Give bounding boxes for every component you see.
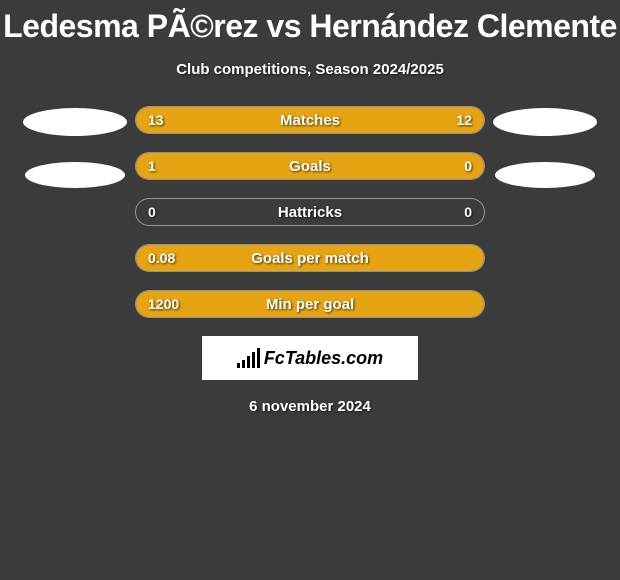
stat-label: Goals per match xyxy=(136,245,484,271)
logo-bar-icon xyxy=(247,356,250,368)
player-right-avatar xyxy=(493,108,597,136)
stat-bar: 0.08Goals per match xyxy=(135,244,485,272)
stat-bar: 1200Min per goal xyxy=(135,290,485,318)
logo-bars-icon xyxy=(237,348,260,368)
logo-bar-icon xyxy=(242,360,245,368)
player-left-avatar-col xyxy=(15,106,135,188)
date-line: 6 november 2024 xyxy=(0,398,620,415)
logo-text: FcTables.com xyxy=(264,348,383,369)
stat-label: Min per goal xyxy=(136,291,484,317)
stat-bar: 1312Matches xyxy=(135,106,485,134)
page-subtitle: Club competitions, Season 2024/2025 xyxy=(0,61,620,78)
player-right-avatar-col xyxy=(485,106,605,188)
logo-bar-icon xyxy=(252,352,255,368)
stat-bar: 00Hattricks xyxy=(135,198,485,226)
stats-bars: 1312Matches 10Goals 00Hattricks 0.08Goals p… xyxy=(135,106,485,318)
stat-label: Hattricks xyxy=(136,199,484,225)
stat-label: Matches xyxy=(136,107,484,133)
comparison-row: 1312Matches 10Goals 00Hattricks 0.08Goals p… xyxy=(0,106,620,318)
player-left-team-badge xyxy=(25,162,125,188)
stat-label: Goals xyxy=(136,153,484,179)
fctables-logo: FcTables.com xyxy=(202,336,418,380)
player-right-team-badge xyxy=(495,162,595,188)
page-title: Ledesma PÃ©rez vs Hernández Clemente xyxy=(0,0,620,45)
player-left-avatar xyxy=(23,108,127,136)
stat-bar: 10Goals xyxy=(135,152,485,180)
logo-bar-icon xyxy=(257,348,260,368)
logo-bar-icon xyxy=(237,363,240,368)
